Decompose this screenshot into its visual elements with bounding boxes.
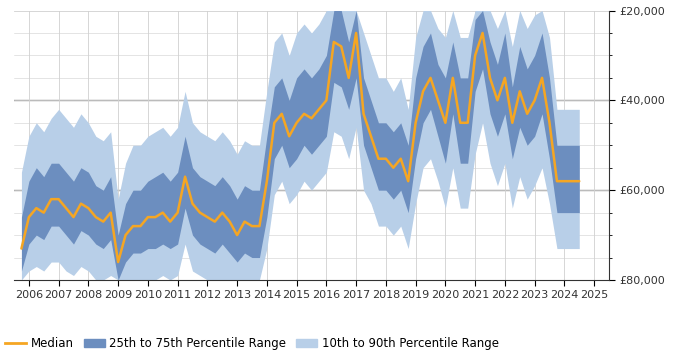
Legend: Median, 25th to 75th Percentile Range, 10th to 90th Percentile Range: Median, 25th to 75th Percentile Range, 1… <box>1 332 503 350</box>
